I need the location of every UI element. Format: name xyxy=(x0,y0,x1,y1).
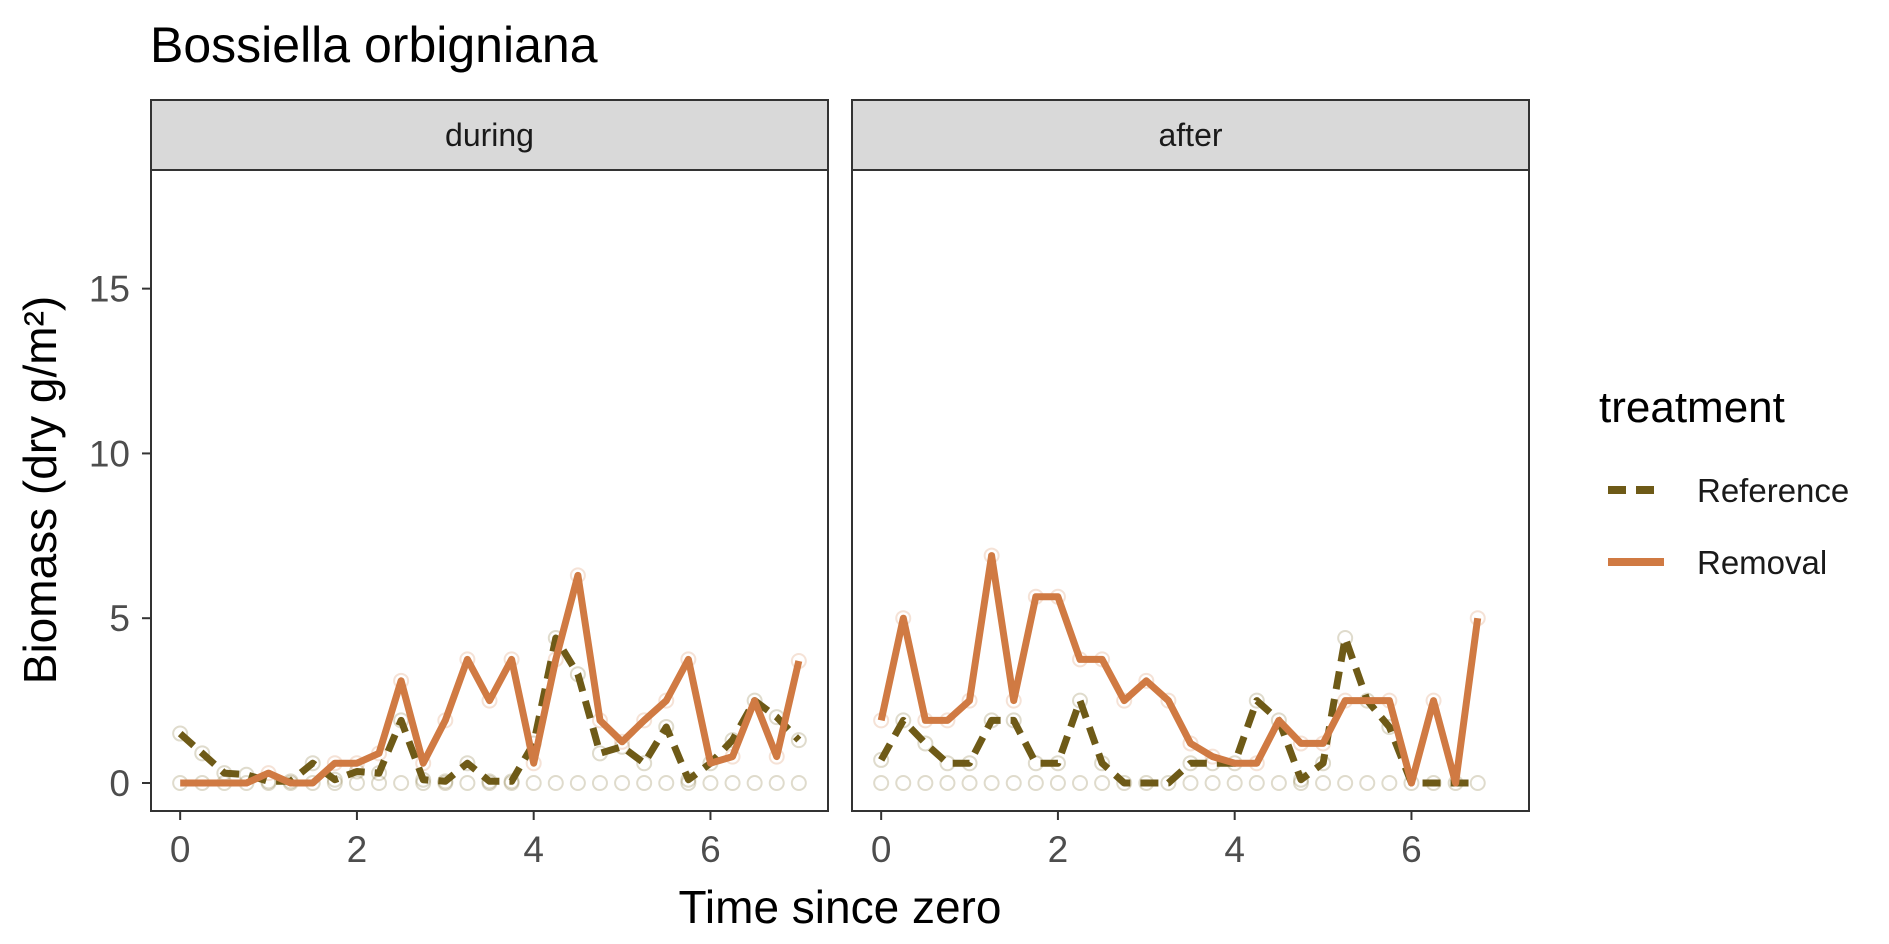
x-tick-label-0: 0 xyxy=(170,829,191,870)
data-point xyxy=(790,774,807,791)
chart-title: Bossiella orbigniana xyxy=(150,17,598,73)
y-tick-label-0: 0 xyxy=(109,763,130,804)
x-tick-label-4: 4 xyxy=(523,829,544,870)
series-line-removal xyxy=(877,552,1482,787)
data-point xyxy=(636,774,653,791)
data-point xyxy=(1469,774,1486,791)
data-point xyxy=(746,774,763,791)
data-point xyxy=(983,774,1000,791)
data-point xyxy=(636,712,653,729)
strip-background-during xyxy=(150,99,829,171)
data-point xyxy=(503,773,520,790)
data-point xyxy=(1359,774,1376,791)
strip-background-after xyxy=(851,99,1530,171)
data-point xyxy=(636,755,653,772)
data-point xyxy=(525,774,542,791)
y-tick-label-10: 10 xyxy=(89,433,130,474)
panel-after: after xyxy=(851,99,1530,812)
data-point xyxy=(917,735,934,752)
data-point xyxy=(1072,774,1089,791)
data-point xyxy=(1270,774,1287,791)
strip-label-after: after xyxy=(1158,117,1222,153)
x-axis-after: 0 2 4 6 xyxy=(871,811,1422,870)
data-point xyxy=(194,745,211,762)
data-point xyxy=(1381,774,1398,791)
data-point xyxy=(768,774,785,791)
data-point xyxy=(1027,774,1044,791)
data-point xyxy=(939,774,956,791)
legend-label-reference: Reference xyxy=(1697,472,1849,509)
series-line-reference xyxy=(878,634,1478,787)
x-axis-title: Time since zero xyxy=(679,881,1002,933)
series-lines-after xyxy=(877,552,1482,787)
data-point xyxy=(614,774,631,791)
data-point xyxy=(1182,774,1199,791)
series-line-removal xyxy=(180,571,803,787)
strip-label-during: during xyxy=(445,117,534,153)
y-tick-label-15: 15 xyxy=(89,269,130,310)
data-point xyxy=(591,774,608,791)
x-tick-label-6: 6 xyxy=(1401,829,1422,870)
data-point xyxy=(304,755,321,772)
y-axis: 0 5 10 15 xyxy=(89,269,151,804)
data-point xyxy=(1116,774,1133,791)
data-point xyxy=(1160,774,1177,791)
data-point xyxy=(393,774,410,791)
y-axis-title: Biomass (dry g/m²) xyxy=(14,296,66,684)
data-point xyxy=(1248,692,1265,709)
data-point xyxy=(658,774,675,791)
data-point xyxy=(1337,774,1354,791)
data-point xyxy=(790,732,807,749)
data-point xyxy=(873,774,890,791)
data-point xyxy=(1005,774,1022,791)
legend-title: treatment xyxy=(1599,383,1785,432)
data-point xyxy=(547,774,564,791)
data-point xyxy=(459,755,476,772)
data-point xyxy=(1138,672,1155,689)
data-point xyxy=(1248,774,1265,791)
legend: treatment Reference Removal xyxy=(1599,383,1849,581)
data-point xyxy=(1049,774,1066,791)
x-tick-label-2: 2 xyxy=(1048,829,1069,870)
x-tick-label-6: 6 xyxy=(700,829,721,870)
data-point xyxy=(614,733,631,750)
x-tick-label-4: 4 xyxy=(1224,829,1245,870)
data-point xyxy=(702,774,719,791)
panel-frame-during xyxy=(150,169,829,812)
x-tick-label-2: 2 xyxy=(347,829,368,870)
data-point xyxy=(437,773,454,790)
data-point xyxy=(917,774,934,791)
data-point xyxy=(961,774,978,791)
data-point xyxy=(172,725,189,742)
data-point xyxy=(1226,774,1243,791)
x-tick-label-0: 0 xyxy=(871,829,892,870)
data-point xyxy=(326,771,343,788)
x-axis-during: 0 2 4 6 xyxy=(170,811,721,870)
series-lines-during xyxy=(177,571,803,787)
legend-label-removal: Removal xyxy=(1697,544,1827,581)
data-point xyxy=(1315,774,1332,791)
data-point xyxy=(569,774,586,791)
data-point xyxy=(895,774,912,791)
panel-during: during xyxy=(150,99,829,812)
data-point xyxy=(1204,774,1221,791)
data-point xyxy=(1094,774,1111,791)
data-point xyxy=(459,774,476,791)
data-point xyxy=(724,774,741,791)
data-point xyxy=(348,774,365,791)
y-tick-label-5: 5 xyxy=(109,598,130,639)
